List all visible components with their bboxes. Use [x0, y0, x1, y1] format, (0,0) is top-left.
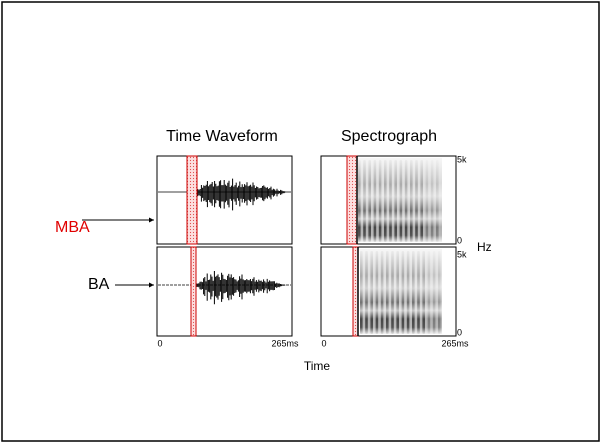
spectro-stripe	[410, 160, 413, 242]
freq-unit: Hz	[477, 240, 492, 254]
spectro-stripe	[363, 160, 366, 242]
spectro-stripe	[406, 251, 410, 334]
spectro-stripe	[375, 251, 379, 334]
time-start: 0	[321, 338, 326, 348]
spectro-stripe	[417, 251, 420, 334]
spectro-stripe	[432, 251, 436, 334]
freq-bottom: 0	[457, 327, 462, 337]
spectro-stripe	[360, 251, 363, 334]
highlight	[346, 155, 358, 245]
spectro-stripe	[399, 160, 403, 242]
spectro-stripe	[412, 251, 415, 334]
freq-bottom: 0	[457, 235, 462, 245]
x-label: Time	[304, 359, 331, 373]
spectro-stripe	[365, 251, 368, 334]
row-label: BA	[88, 276, 110, 293]
time-end: 265ms	[441, 338, 469, 348]
spectro-stripe	[436, 160, 439, 242]
spectro-stripe	[370, 251, 373, 334]
spectro-stripe	[391, 251, 394, 334]
spectro-stripe	[430, 160, 434, 242]
highlight	[186, 155, 198, 245]
time-end: 265ms	[271, 338, 299, 348]
spectrograph-title: Spectrograph	[341, 128, 437, 145]
spectro-stripe	[422, 251, 425, 334]
spectro-stripe	[373, 160, 377, 242]
spectro-stripe	[396, 251, 399, 334]
spectro-stripe	[368, 160, 371, 242]
spectro-stripe	[420, 160, 423, 242]
spectro-stripe	[384, 160, 387, 242]
spectro-stripe	[404, 160, 408, 242]
freq-top: 5k	[457, 154, 467, 164]
spectro-stripe	[380, 251, 384, 334]
waveform	[194, 271, 286, 305]
time-start: 0	[157, 338, 162, 348]
waveform-panels	[156, 155, 293, 337]
spectro-stripe	[358, 160, 361, 242]
waveform	[193, 178, 286, 211]
spectro-stripe	[427, 251, 431, 334]
spectro-stripe	[425, 160, 429, 242]
spectrograph-panels	[320, 155, 457, 337]
spectro-stripe	[389, 160, 392, 242]
arrowhead	[149, 282, 154, 288]
freq-top: 5k	[457, 249, 467, 259]
spectro-stripe	[394, 160, 397, 242]
spectro-stripe	[386, 251, 389, 334]
spectro-stripe	[401, 251, 405, 334]
row-label: MBA	[55, 219, 90, 236]
waveform-title: Time Waveform	[166, 128, 278, 145]
spectro-stripe	[378, 160, 382, 242]
spectro-stripe	[438, 251, 441, 334]
spectro-stripe	[415, 160, 418, 242]
highlight	[190, 246, 197, 337]
arrowhead	[149, 217, 154, 223]
